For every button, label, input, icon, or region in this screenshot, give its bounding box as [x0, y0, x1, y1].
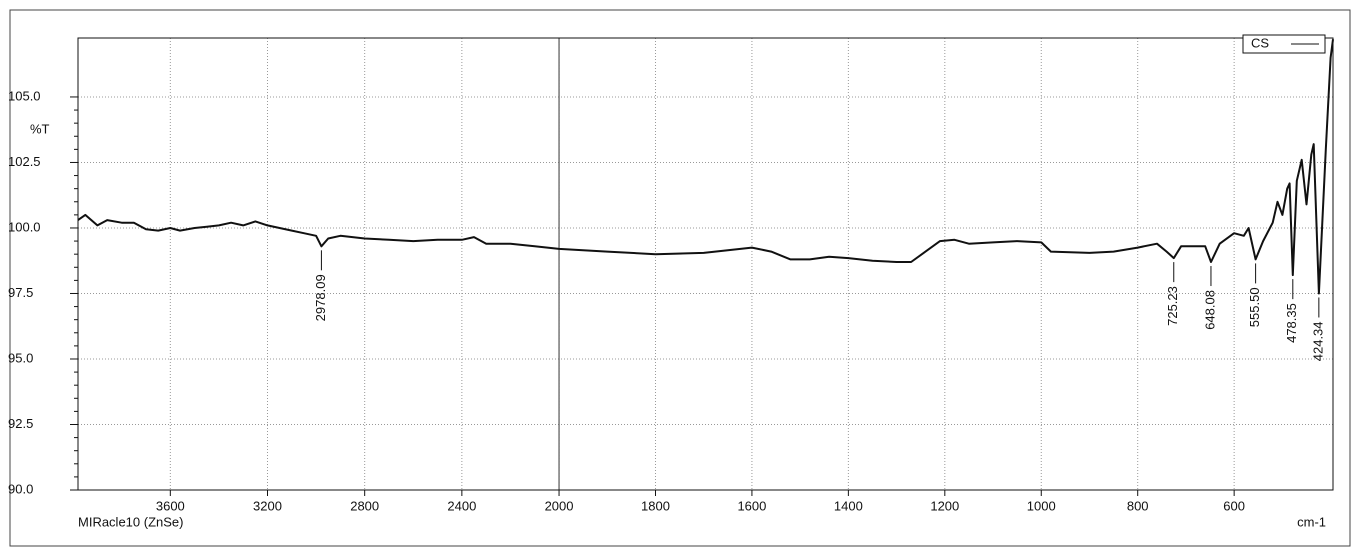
spectrum-line	[77, 39, 1334, 295]
plot-frame	[77, 37, 1334, 491]
x-tick-label: 1800	[641, 498, 670, 513]
x-tick-label: 600	[1223, 498, 1245, 513]
y-tick-label: 90.0	[8, 481, 33, 496]
x-tick-label: 3600	[156, 498, 185, 513]
y-axis-label: %T	[30, 121, 50, 136]
x-tick-label: 1400	[834, 498, 863, 513]
legend-label: CS	[1251, 35, 1269, 50]
peak-label: 424.34	[1310, 321, 1325, 361]
y-tick-label: 97.5	[8, 285, 33, 300]
x-tick-label: 2400	[447, 498, 476, 513]
peak-label: 555.50	[1247, 287, 1262, 327]
peak-label: 2978.09	[313, 274, 328, 321]
x-axis-label: cm-1	[1297, 514, 1326, 529]
peak-label: 478.35	[1284, 303, 1299, 343]
y-tick-label: 100.0	[8, 219, 41, 234]
x-tick-label: 1000	[1027, 498, 1056, 513]
peak-label: 725.23	[1165, 286, 1180, 326]
x-tick-label: 800	[1127, 498, 1149, 513]
outer-frame	[9, 9, 1351, 547]
y-tick-label: 92.5	[8, 416, 33, 431]
legend-box	[1242, 34, 1326, 54]
x-tick-label: 3200	[253, 498, 282, 513]
y-tick-label: 105.0	[8, 88, 41, 103]
x-tick-label: 2800	[350, 498, 379, 513]
x-tick-label: 2000	[545, 498, 574, 513]
x-tick-label: 1600	[737, 498, 766, 513]
y-tick-label: 102.5	[8, 154, 41, 169]
peak-label: 648.08	[1202, 290, 1217, 330]
x-tick-label: 1200	[930, 498, 959, 513]
y-tick-label: 95.0	[8, 350, 33, 365]
footer: MIRacle10 (ZnSe)	[78, 514, 183, 529]
